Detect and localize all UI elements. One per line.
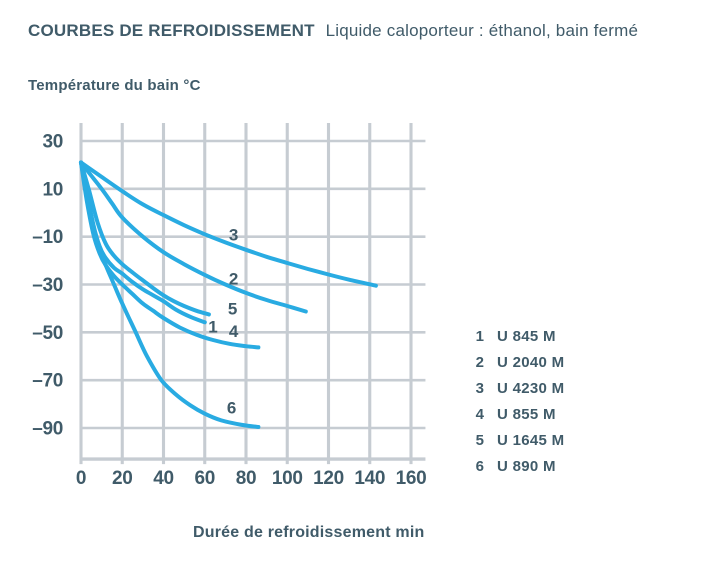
curve-2-label: 2 [229, 270, 238, 289]
legend-number: 1 [475, 328, 484, 345]
x-tick-label: 0 [76, 468, 86, 489]
curve-1-label: 1 [208, 317, 217, 336]
y-tick-label: –30 [32, 275, 63, 296]
legend-row-5: 5 U 1645 M [470, 428, 564, 454]
curve-4-label: 4 [229, 322, 239, 341]
legend-model-label: U 855 M [497, 406, 556, 423]
legend-number: 6 [475, 458, 484, 475]
legend-number: 5 [475, 432, 484, 449]
legend-row-1: 1 U 845 M [470, 324, 564, 350]
curve-6-label: 6 [227, 399, 236, 418]
legend-model-label: U 1645 M [497, 432, 565, 449]
x-tick-label: 80 [236, 468, 257, 489]
y-tick-label: –10 [32, 227, 63, 248]
y-tick-label: –90 [32, 419, 63, 440]
curve-3-line [79, 160, 378, 288]
legend-number: 2 [475, 354, 484, 371]
chart-title-main: COURBES DE REFROIDISSEMENT [28, 21, 315, 40]
legend-model-label: U 4230 M [497, 380, 565, 397]
legend-model-label: U 890 M [497, 458, 556, 475]
x-tick-label: 100 [272, 468, 303, 489]
legend-number: 3 [475, 380, 484, 397]
y-tick-label: –70 [32, 371, 63, 392]
chart-title: COURBES DE REFROIDISSEMENT Liquide calop… [28, 21, 638, 41]
curve-legend: 1 U 845 M 2 U 2040 M 3 U 4230 M 4 U 855 M 5 U 164… [470, 324, 564, 480]
y-axis-title: Température du bain °C [28, 77, 201, 94]
legend-row-2: 2 U 2040 M [470, 350, 564, 376]
x-tick-label: 40 [153, 468, 174, 489]
legend-number: 4 [475, 406, 484, 423]
y-tick-label: –50 [32, 323, 63, 344]
legend-row-6: 6 U 890 M [470, 454, 564, 480]
curve-3-label: 3 [229, 225, 238, 244]
x-tick-label: 20 [112, 468, 133, 489]
curve-5-label: 5 [228, 299, 237, 318]
y-tick-label: 10 [42, 179, 63, 200]
y-tick-label: 30 [42, 132, 63, 153]
chart-title-subtitle: Liquide caloporteur : éthanol, bain ferm… [325, 21, 639, 40]
curve-5-line [79, 160, 211, 317]
x-tick-label: 160 [396, 468, 427, 489]
x-tick-label: 60 [194, 468, 215, 489]
x-tick-label: 120 [313, 468, 344, 489]
legend-row-3: 3 U 4230 M [470, 376, 564, 402]
legend-row-4: 4 U 855 M [470, 402, 564, 428]
curve-2-line [79, 160, 308, 314]
x-tick-label: 140 [354, 468, 385, 489]
legend-model-label: U 845 M [497, 328, 556, 345]
legend-model-label: U 2040 M [497, 354, 565, 371]
x-axis-title: Durée de refroidissement min [193, 524, 425, 541]
curve-6-line [79, 160, 261, 429]
